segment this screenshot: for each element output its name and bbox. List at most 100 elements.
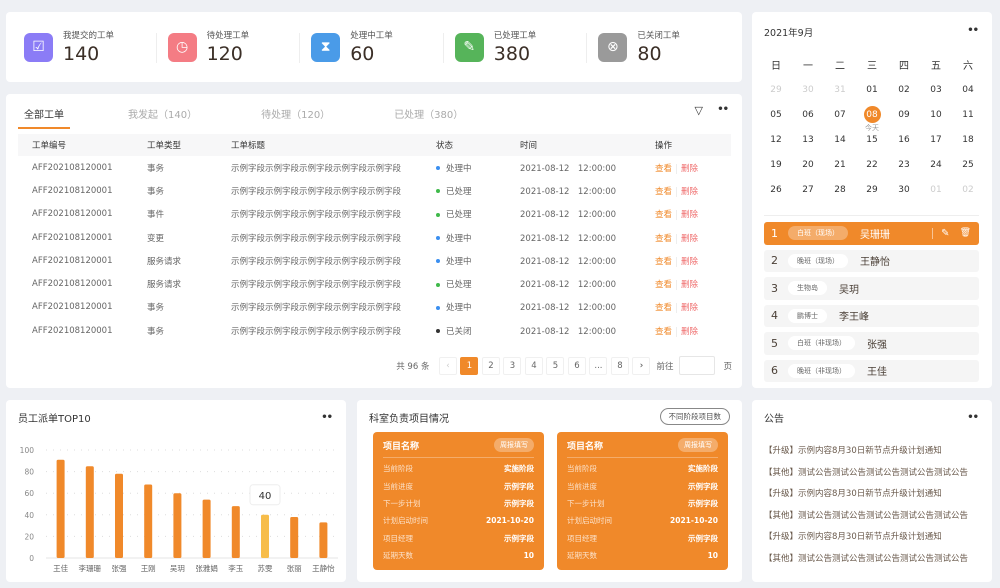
calendar-day[interactable]: 20 xyxy=(792,152,824,177)
page-8[interactable]: 8 xyxy=(610,356,629,375)
bar[interactable] xyxy=(173,493,182,558)
view-link[interactable]: 查看 xyxy=(655,233,673,244)
filter-icon[interactable]: ▽ xyxy=(694,104,704,117)
shift-item[interactable]: 3 生物岛 吴玥 xyxy=(764,277,979,300)
calendar-day[interactable]: 18 xyxy=(952,127,984,152)
view-link[interactable]: 查看 xyxy=(655,256,673,267)
view-link[interactable]: 查看 xyxy=(655,186,673,197)
shift-item[interactable]: 5 白班（非现场） 张强 xyxy=(764,332,979,355)
delete-link[interactable]: 删除 xyxy=(676,186,699,197)
calendar-day[interactable]: 28 xyxy=(824,177,856,202)
page-3[interactable]: 3 xyxy=(503,356,522,375)
page-1[interactable]: 1 xyxy=(460,356,479,375)
calendar-day[interactable]: 03 xyxy=(920,77,952,102)
calendar-day[interactable]: 29 xyxy=(760,77,792,102)
delete-link[interactable]: 删除 xyxy=(676,163,699,174)
trash-icon[interactable]: 🗑 xyxy=(959,227,971,238)
stat-card[interactable]: ⧗ 处理中工单 60 xyxy=(299,29,455,65)
calendar-day[interactable]: 12 xyxy=(760,127,792,152)
calendar-day[interactable]: 17 xyxy=(920,127,952,152)
delete-link[interactable]: 删除 xyxy=(676,210,699,221)
bar[interactable] xyxy=(231,506,240,558)
calendar-day[interactable]: 16 xyxy=(888,127,920,152)
calendar-day[interactable]: 06 xyxy=(792,102,824,127)
view-link[interactable]: 查看 xyxy=(655,326,673,337)
delete-link[interactable]: 删除 xyxy=(676,303,699,314)
calendar-day[interactable]: 27 xyxy=(792,177,824,202)
notice-item[interactable]: 【升级】示例内容8月30日新节点升级计划通知 xyxy=(764,532,942,542)
calendar-day[interactable]: 19 xyxy=(760,152,792,177)
view-link[interactable]: 查看 xyxy=(655,163,673,174)
stat-card[interactable]: ✎ 已处理工单 380 xyxy=(442,29,599,65)
calendar-day[interactable]: 02 xyxy=(952,177,984,202)
page-...[interactable]: ... xyxy=(589,356,608,375)
calendar-day[interactable]: 22 xyxy=(856,152,888,177)
more-icon[interactable]: •• xyxy=(717,104,729,115)
tab-1[interactable]: 我发起（140） xyxy=(128,110,198,121)
more-icon[interactable]: •• xyxy=(967,412,979,423)
calendar-day[interactable]: 07 xyxy=(824,102,856,127)
more-icon[interactable]: •• xyxy=(967,25,979,36)
notice-item[interactable]: 【升级】示例内容8月30日新节点升级计划通知 xyxy=(764,446,942,456)
tab-3[interactable]: 已处理（380） xyxy=(394,110,464,121)
page-4[interactable]: 4 xyxy=(524,356,543,375)
delete-link[interactable]: 删除 xyxy=(676,233,699,244)
view-link[interactable]: 查看 xyxy=(655,280,673,291)
calendar-day[interactable]: 21 xyxy=(824,152,856,177)
calendar-day[interactable]: 01 xyxy=(856,77,888,102)
calendar-day[interactable]: 09 xyxy=(888,102,920,127)
calendar-day[interactable]: 01 xyxy=(920,177,952,202)
edit-icon[interactable]: ✎ xyxy=(941,227,950,239)
calendar-day[interactable]: 14 xyxy=(824,127,856,152)
calendar-day[interactable]: 23 xyxy=(888,152,920,177)
stat-card[interactable]: ☑ 我提交的工单 140 xyxy=(24,29,168,65)
calendar-day[interactable]: 15 xyxy=(856,127,888,152)
calendar-day[interactable]: 31 xyxy=(824,77,856,102)
calendar-day[interactable]: 10 xyxy=(920,102,952,127)
bar[interactable] xyxy=(85,466,94,558)
stat-card[interactable]: ⊗ 已关闭工单 80 xyxy=(586,29,742,65)
calendar-day[interactable]: 08 今天 xyxy=(856,102,888,132)
calendar-day[interactable]: 30 xyxy=(792,77,824,102)
more-icon[interactable]: •• xyxy=(321,412,333,423)
calendar-day[interactable]: 02 xyxy=(888,77,920,102)
shift-item[interactable]: 2 晚班（现场） 王静怡 xyxy=(764,249,979,272)
tab-0[interactable]: 全部工单 xyxy=(18,104,70,129)
delete-link[interactable]: 删除 xyxy=(676,326,699,337)
view-link[interactable]: 查看 xyxy=(655,303,673,314)
stat-card[interactable]: ◷ 待处理工单 120 xyxy=(155,29,312,65)
page-6[interactable]: 6 xyxy=(567,356,586,375)
bar[interactable] xyxy=(290,516,299,558)
tab-2[interactable]: 待处理（120） xyxy=(261,110,331,121)
weekly-report-button[interactable]: 周报填写 xyxy=(678,438,718,452)
next-page-button[interactable]: › xyxy=(632,356,651,375)
calendar-day[interactable]: 04 xyxy=(952,77,984,102)
calendar-day[interactable]: 24 xyxy=(920,152,952,177)
calendar-day[interactable]: 30 xyxy=(888,177,920,202)
bar[interactable] xyxy=(115,473,123,558)
page-2[interactable]: 2 xyxy=(481,356,500,375)
calendar-day[interactable]: 29 xyxy=(856,177,888,202)
calendar-day[interactable]: 05 xyxy=(760,102,792,127)
bar[interactable] xyxy=(202,499,211,558)
notice-item[interactable]: 【其他】测试公告测试公告测试公告测试公告测试公告 xyxy=(764,553,969,564)
calendar-day[interactable]: 25 xyxy=(952,152,984,177)
weekly-report-button[interactable]: 周报填写 xyxy=(494,438,534,452)
delete-link[interactable]: 删除 xyxy=(676,256,699,267)
shift-item[interactable]: 4 鹏博士 李王峰 xyxy=(764,304,979,327)
bar[interactable] xyxy=(144,484,153,558)
page-5[interactable]: 5 xyxy=(546,356,565,375)
bar[interactable] xyxy=(319,522,328,558)
notice-item[interactable]: 【升级】示例内容8月30日新节点升级计划通知 xyxy=(764,489,942,499)
delete-link[interactable]: 删除 xyxy=(676,280,699,291)
calendar-day[interactable]: 26 xyxy=(760,177,792,202)
notice-item[interactable]: 【其他】测试公告测试公告测试公告测试公告测试公告 xyxy=(764,467,969,478)
stage-count-button[interactable]: 不同阶段项目数 xyxy=(659,408,730,425)
view-link[interactable]: 查看 xyxy=(655,210,673,221)
calendar-day[interactable]: 11 xyxy=(952,102,984,127)
notice-item[interactable]: 【其他】测试公告测试公告测试公告测试公告测试公告 xyxy=(764,510,969,521)
shift-item[interactable]: 6 晚班（非现场） 王佳 xyxy=(764,359,979,382)
page-jump-input[interactable] xyxy=(679,356,716,375)
prev-page-button[interactable]: ‹ xyxy=(438,356,457,375)
shift-item[interactable]: 1 白班（现场） 吴珊珊 ✎ 🗑 xyxy=(764,222,979,245)
